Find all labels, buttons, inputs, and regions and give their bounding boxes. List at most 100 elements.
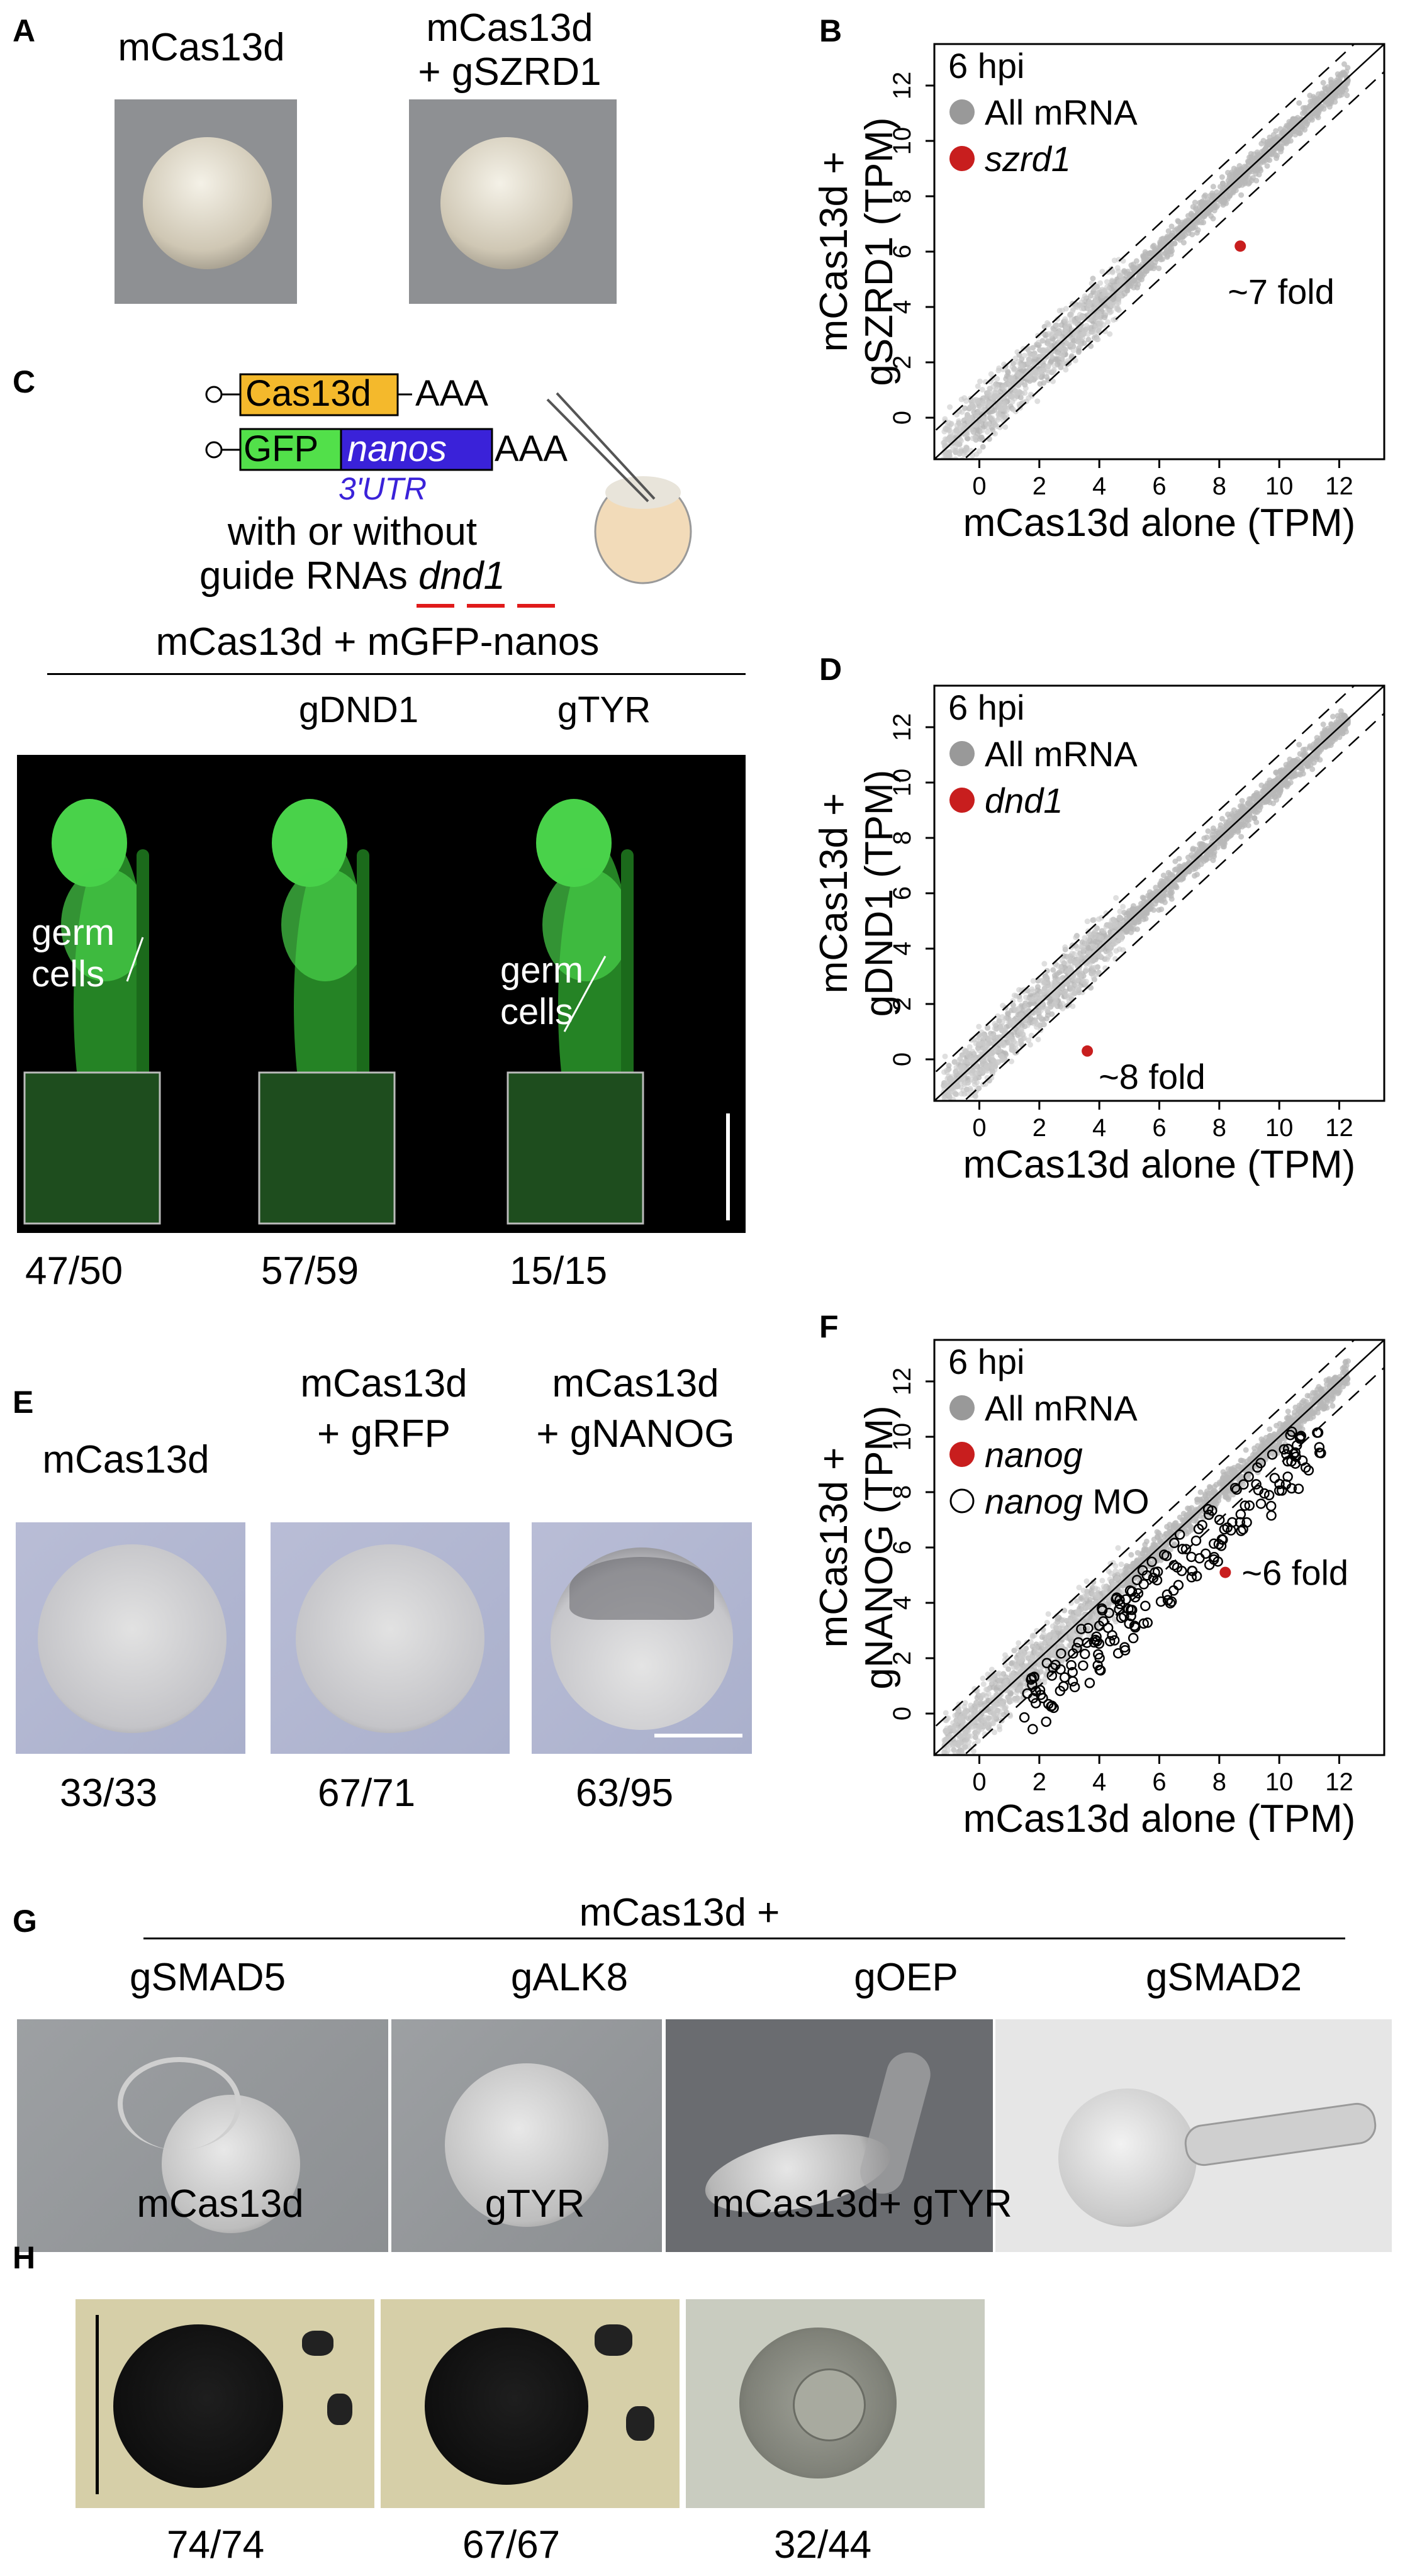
- mrna-point: [1035, 1036, 1041, 1042]
- mrna-point: [1193, 204, 1199, 211]
- panel-c-col3-label: gTYR: [557, 689, 651, 730]
- mrna-point: [1246, 801, 1252, 808]
- mrna-point: [1152, 259, 1158, 265]
- x-tick-label: 10: [1265, 1114, 1294, 1142]
- mrna-point: [1165, 869, 1172, 876]
- mrna-point: [992, 1059, 998, 1065]
- panel-c-title: mCas13d + mGFP-nanos: [155, 620, 600, 664]
- mrna-point: [1267, 777, 1273, 783]
- y-tick-label: 0: [888, 1052, 916, 1066]
- mrna-point: [1016, 382, 1022, 388]
- mrna-point: [1202, 854, 1208, 861]
- mrna-point: [1194, 218, 1200, 224]
- mrna-point: [946, 1062, 952, 1069]
- mrna-point: [1116, 946, 1122, 952]
- scatter-points: [934, 44, 1384, 467]
- panel-e-col2-line1: mCas13d: [300, 1362, 467, 1405]
- mrna-point: [1010, 1002, 1016, 1008]
- mrna-point: [1000, 1003, 1006, 1009]
- mrna-point: [1248, 154, 1254, 160]
- mrna-point: [1041, 1021, 1048, 1027]
- mrna-point: [1068, 316, 1075, 322]
- mrna-point: [1162, 899, 1168, 905]
- mrna-point: [1253, 177, 1260, 184]
- mrna-point: [1160, 873, 1167, 879]
- mrna-point: [1238, 179, 1244, 186]
- mrna-point: [983, 398, 990, 404]
- mrna-point: [1224, 169, 1231, 176]
- mrna-point: [1141, 916, 1147, 922]
- mrna-point: [1314, 735, 1320, 741]
- mrna-point: [1268, 152, 1275, 158]
- panel-label-f: F: [819, 1309, 839, 1344]
- y-tick-label: 2: [888, 355, 916, 369]
- mrna-point: [1049, 331, 1055, 337]
- mrna-point: [1258, 140, 1265, 147]
- mrna-point: [941, 462, 947, 467]
- mrna-point: [1156, 265, 1162, 272]
- germ-cells-2-line1: germ: [500, 950, 584, 991]
- y-axis-label: mCas13d +gSZRD1 (TPM): [812, 117, 901, 386]
- mrna-point: [1064, 994, 1070, 1000]
- mrna-point: [1043, 974, 1050, 980]
- mrna-point: [957, 423, 963, 429]
- mrna-point: [1176, 226, 1182, 233]
- highlight-gene-point: [1082, 1045, 1094, 1057]
- mrna-point: [985, 1042, 992, 1048]
- identity-line: [934, 686, 1384, 1101]
- mrna-point: [1024, 1022, 1031, 1029]
- mrna-point: [1192, 199, 1198, 206]
- construct-diagram: [205, 373, 692, 608]
- mrna-point: [1315, 96, 1321, 102]
- legend-gene-label: szrd1: [985, 139, 1071, 179]
- mrna-point: [1083, 978, 1089, 984]
- mrna-point: [1192, 873, 1198, 879]
- mrna-point: [958, 1107, 964, 1113]
- mrna-point: [1060, 360, 1066, 366]
- y-tick-label: 8: [888, 189, 916, 203]
- mrna-point: [1241, 818, 1247, 825]
- mrna-point: [1043, 1006, 1049, 1012]
- mrna-point: [1186, 1505, 1192, 1512]
- germ-cells-label-2: germ cells: [500, 950, 583, 1033]
- mrna-point: [1204, 210, 1211, 216]
- mrna-point: [941, 1124, 946, 1130]
- mrna-point: [966, 1052, 972, 1059]
- mrna-point: [1243, 1447, 1249, 1453]
- mrna-point: [1283, 762, 1289, 768]
- mrna-point: [1210, 825, 1216, 832]
- count-c-1: 47/50: [25, 1249, 123, 1293]
- mrna-point: [976, 1069, 982, 1075]
- mrna-point: [1276, 791, 1282, 798]
- mrna-point: [1277, 145, 1284, 152]
- mrna-point: [1236, 168, 1243, 174]
- mrna-point: [951, 1059, 958, 1065]
- y-tick-label: 10: [888, 769, 916, 797]
- y-tick-label: 6: [888, 245, 916, 259]
- x-tick-label: 0: [972, 472, 986, 500]
- mrna-point: [1087, 299, 1093, 305]
- mrna-point: [1044, 1012, 1051, 1018]
- mrna-point: [1287, 138, 1294, 144]
- mrna-point: [1250, 166, 1257, 172]
- mrna-point: [1068, 985, 1074, 991]
- mrna-point: [1070, 347, 1077, 354]
- mrna-point: [1027, 1015, 1034, 1021]
- mrna-point: [1178, 876, 1184, 883]
- mrna-point: [1146, 901, 1152, 907]
- mrna-point: [1084, 918, 1090, 925]
- mrna-point: [960, 1076, 966, 1083]
- mrna-point: [987, 414, 993, 420]
- mrna-point: [1007, 1040, 1013, 1046]
- mrna-point: [1296, 742, 1302, 748]
- mrna-point: [1216, 840, 1223, 847]
- mrna-point: [1261, 147, 1267, 153]
- mrna-point: [1139, 895, 1146, 901]
- aaa-label-2: AAA: [495, 428, 568, 469]
- mrna-point: [1287, 756, 1293, 762]
- y-tick-label: 4: [888, 300, 916, 314]
- gfp-label: GFP: [243, 428, 319, 469]
- mrna-point: [982, 416, 988, 422]
- mrna-point: [1320, 80, 1326, 86]
